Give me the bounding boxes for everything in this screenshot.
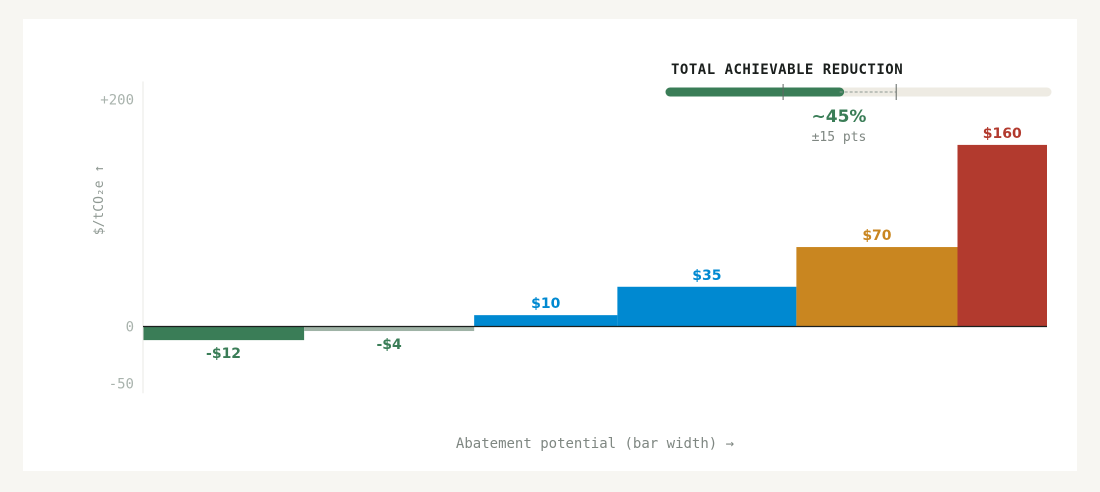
- y-tick-label: +200: [100, 93, 134, 109]
- total-reduction-value: ~45%: [812, 107, 867, 127]
- bar-value-label: $70: [862, 228, 891, 244]
- axes: [142, 81, 1047, 394]
- bar-value-label: -$4: [376, 337, 402, 353]
- y-tick-label: -50: [109, 376, 134, 392]
- total-reduction-indicator: TOTAL ACHIEVABLE REDUCTION ~45% ±15 pts: [665, 62, 1052, 145]
- bar: [957, 144, 1047, 327]
- y-ticks: +200 0 -50: [100, 93, 134, 393]
- total-reduction-title: TOTAL ACHIEVABLE REDUCTION: [671, 62, 903, 78]
- bar: [617, 286, 797, 327]
- y-axis-label: $/tCO₂e ↑: [92, 165, 107, 235]
- bar-value-label: $35: [692, 268, 721, 284]
- bars: [143, 144, 1047, 341]
- bar: [796, 247, 958, 327]
- bar-value-label: $10: [531, 296, 560, 312]
- x-axis-label: Abatement potential (bar width) →: [456, 436, 734, 452]
- total-reduction-uncertainty: ±15 pts: [812, 130, 867, 145]
- y-tick-label: 0: [126, 320, 134, 336]
- bar-value-label: $160: [983, 126, 1022, 142]
- bar: [304, 326, 475, 332]
- bar: [474, 315, 618, 327]
- bar: [143, 326, 305, 341]
- bar-value-label: -$12: [206, 346, 241, 362]
- bar-labels: -$12 -$4 $10 $35 $70 $160: [206, 126, 1022, 362]
